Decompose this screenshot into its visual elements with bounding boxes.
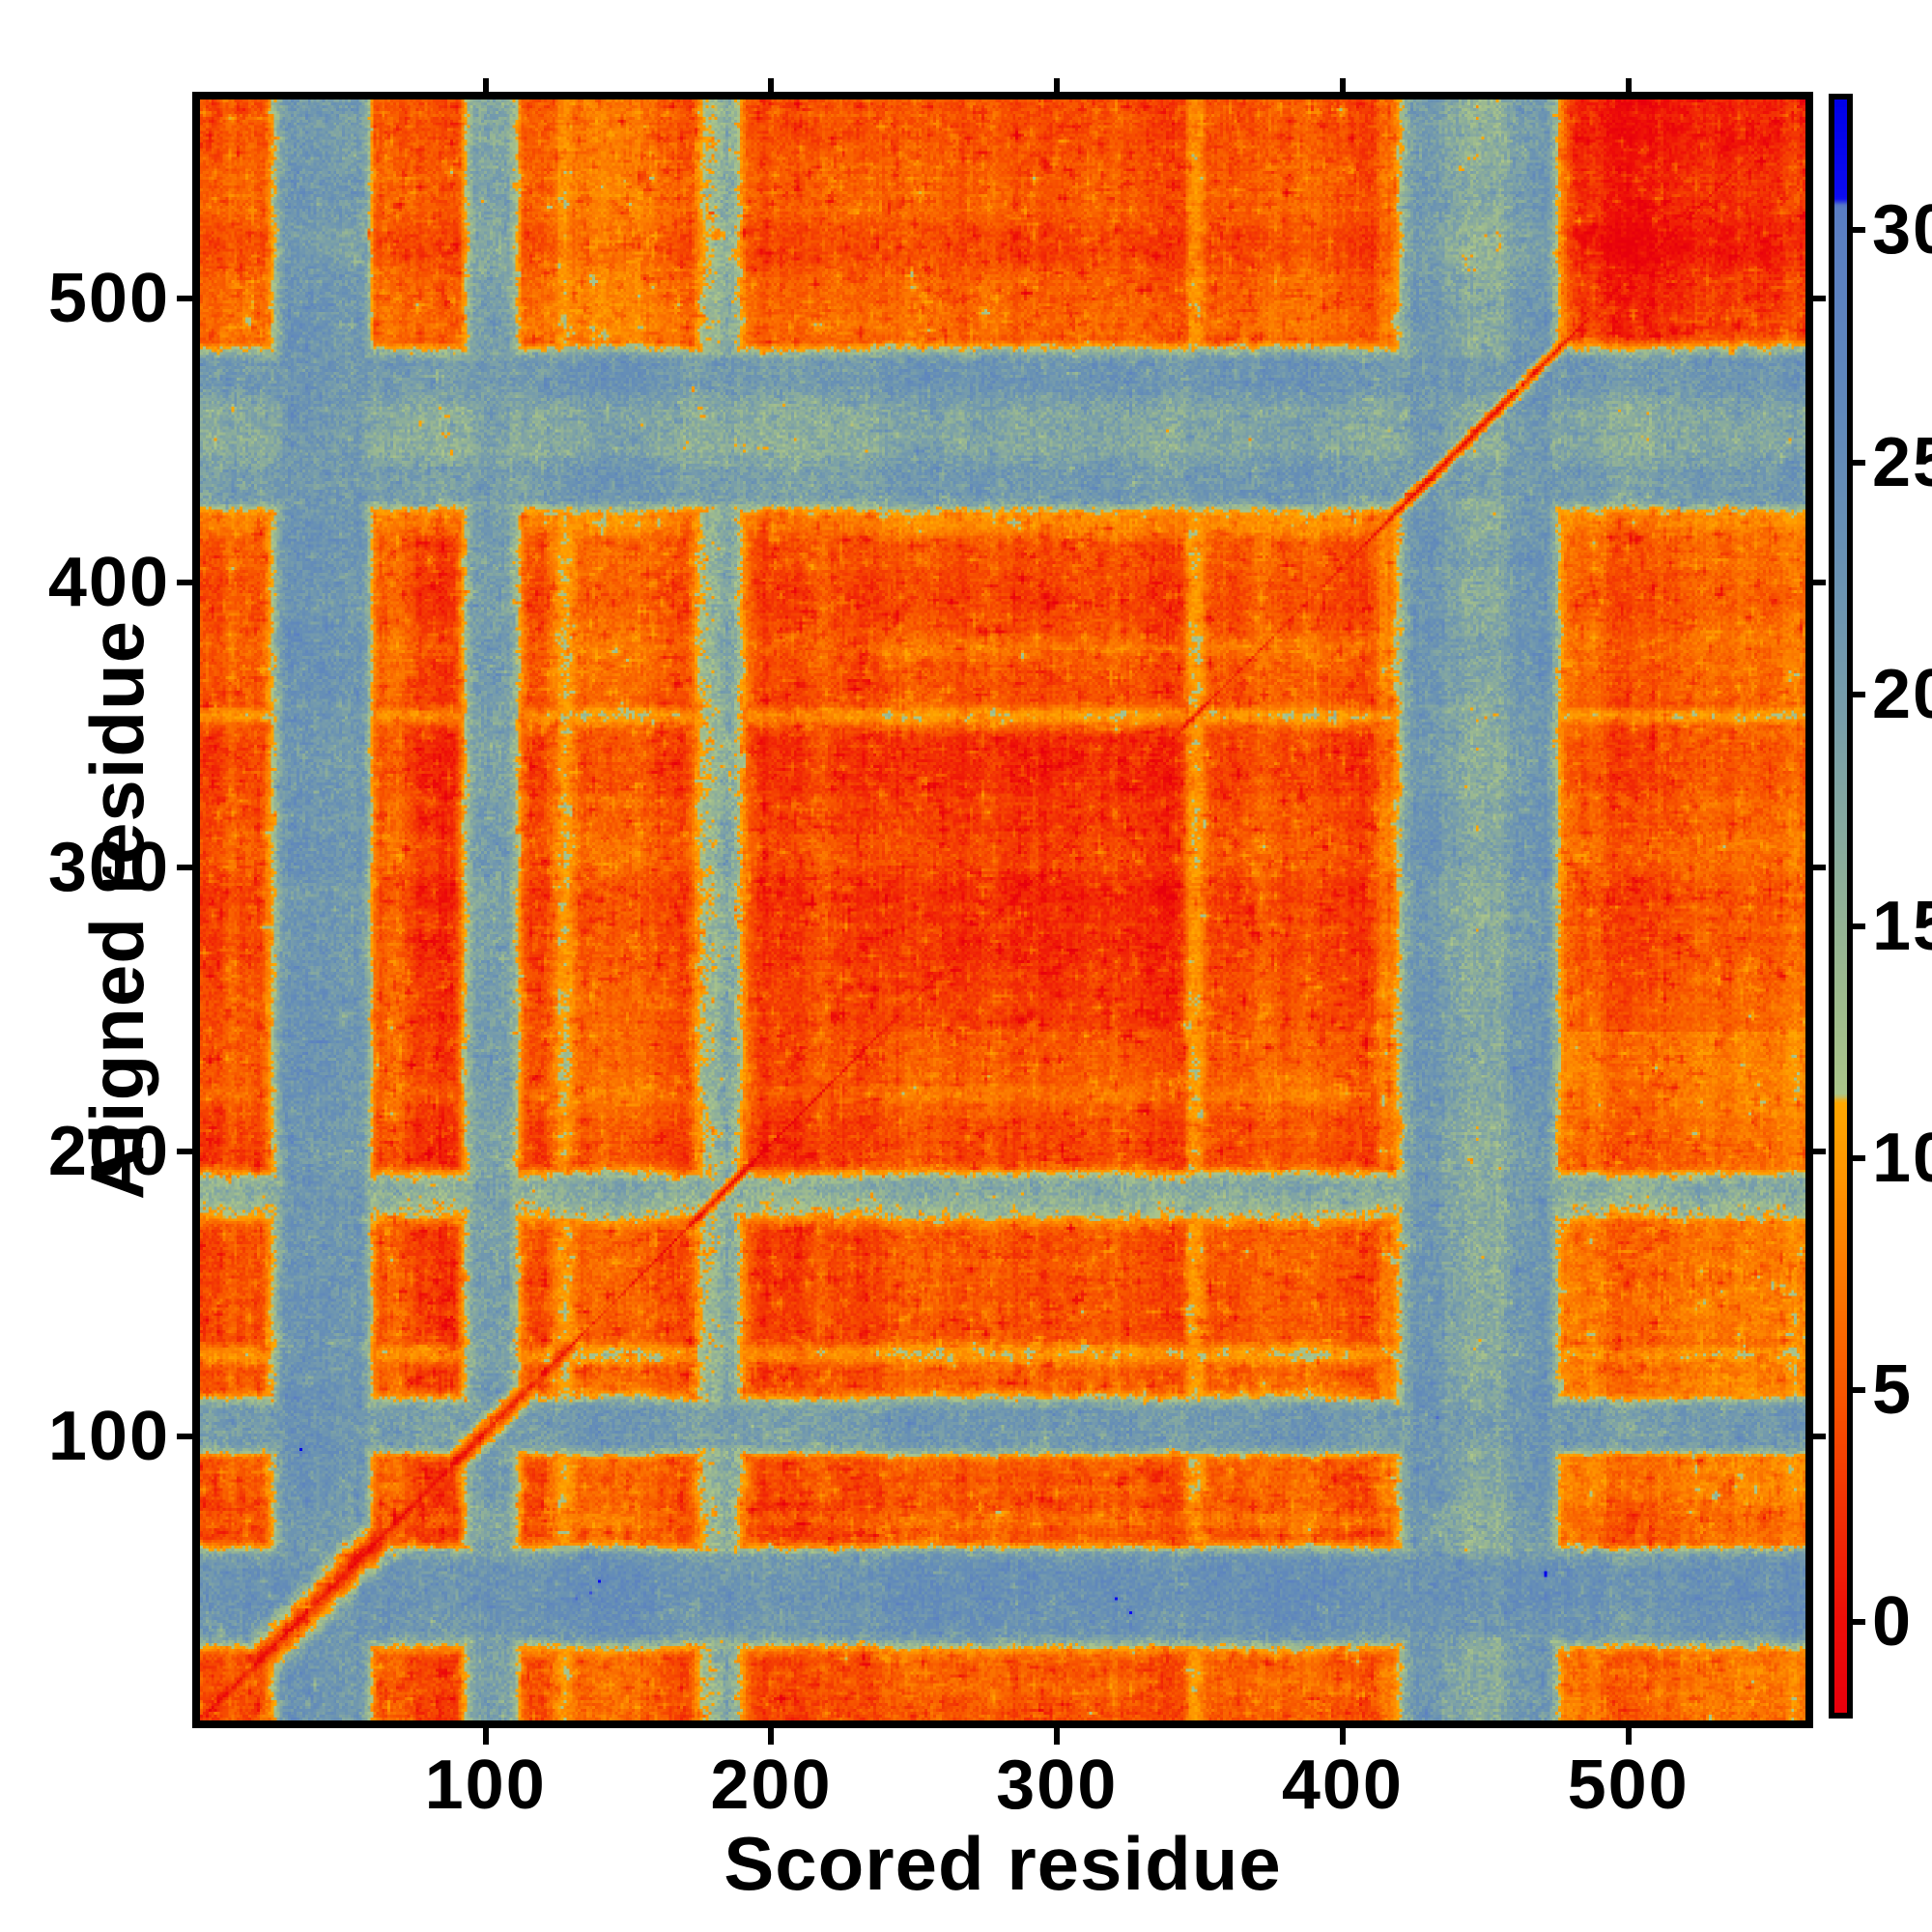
- x-axis-top-tick: [1054, 78, 1061, 92]
- colorbar-gradient-canvas: [1834, 99, 1847, 1713]
- plot-frame: [192, 92, 1813, 1728]
- y-tick-label: 500: [47, 260, 170, 338]
- colorbar: [1829, 94, 1853, 1719]
- x-axis-label: Scored residue: [724, 1821, 1282, 1906]
- colorbar-tick: [1853, 691, 1865, 697]
- colorbar-tick-label: 0: [1872, 1583, 1914, 1661]
- x-axis-top-tick: [482, 78, 489, 92]
- y-tick-label: 100: [47, 1397, 170, 1475]
- colorbar-tick-label: 30: [1872, 191, 1932, 270]
- colorbar-tick: [1853, 923, 1865, 929]
- x-axis-tick: [1625, 1728, 1632, 1745]
- y-axis-right-tick: [1813, 864, 1826, 870]
- colorbar-tick-label: 15: [1872, 887, 1932, 965]
- x-tick-label: 400: [1281, 1747, 1404, 1824]
- x-axis-tick: [1339, 1728, 1346, 1745]
- y-axis-right-tick: [1813, 1433, 1826, 1439]
- y-tick-label: 200: [47, 1113, 170, 1191]
- y-axis-tick: [177, 296, 192, 302]
- x-tick-label: 100: [424, 1747, 547, 1824]
- x-axis-top-tick: [1339, 78, 1346, 92]
- y-axis-tick: [177, 1433, 192, 1439]
- x-axis-tick: [1054, 1728, 1061, 1745]
- x-tick-label: 500: [1567, 1747, 1690, 1824]
- colorbar-tick-label: 5: [1872, 1350, 1914, 1429]
- y-axis-right-tick: [1813, 580, 1826, 586]
- pae-heatmap-canvas: [200, 99, 1805, 1720]
- colorbar-tick-label: 25: [1872, 423, 1932, 501]
- y-tick-label: 300: [47, 828, 170, 906]
- x-tick-label: 300: [996, 1747, 1119, 1824]
- colorbar-tick-label: 20: [1872, 655, 1932, 733]
- x-axis-top-tick: [1625, 78, 1632, 92]
- colorbar-tick: [1853, 1154, 1865, 1161]
- y-axis-tick: [177, 580, 192, 586]
- y-axis-right-tick: [1813, 296, 1826, 302]
- x-tick-label: 200: [710, 1747, 833, 1824]
- y-axis-tick: [177, 1149, 192, 1155]
- y-tick-label: 400: [47, 544, 170, 622]
- x-axis-tick: [482, 1728, 489, 1745]
- x-axis-tick: [768, 1728, 775, 1745]
- y-axis-right-tick: [1813, 1149, 1826, 1155]
- colorbar-tick-label: 10: [1872, 1119, 1932, 1197]
- x-axis-top-tick: [768, 78, 775, 92]
- colorbar-tick: [1853, 459, 1865, 466]
- y-axis-tick: [177, 864, 192, 870]
- colorbar-tick: [1853, 1619, 1865, 1625]
- colorbar-tick: [1853, 1386, 1865, 1393]
- colorbar-tick: [1853, 227, 1865, 234]
